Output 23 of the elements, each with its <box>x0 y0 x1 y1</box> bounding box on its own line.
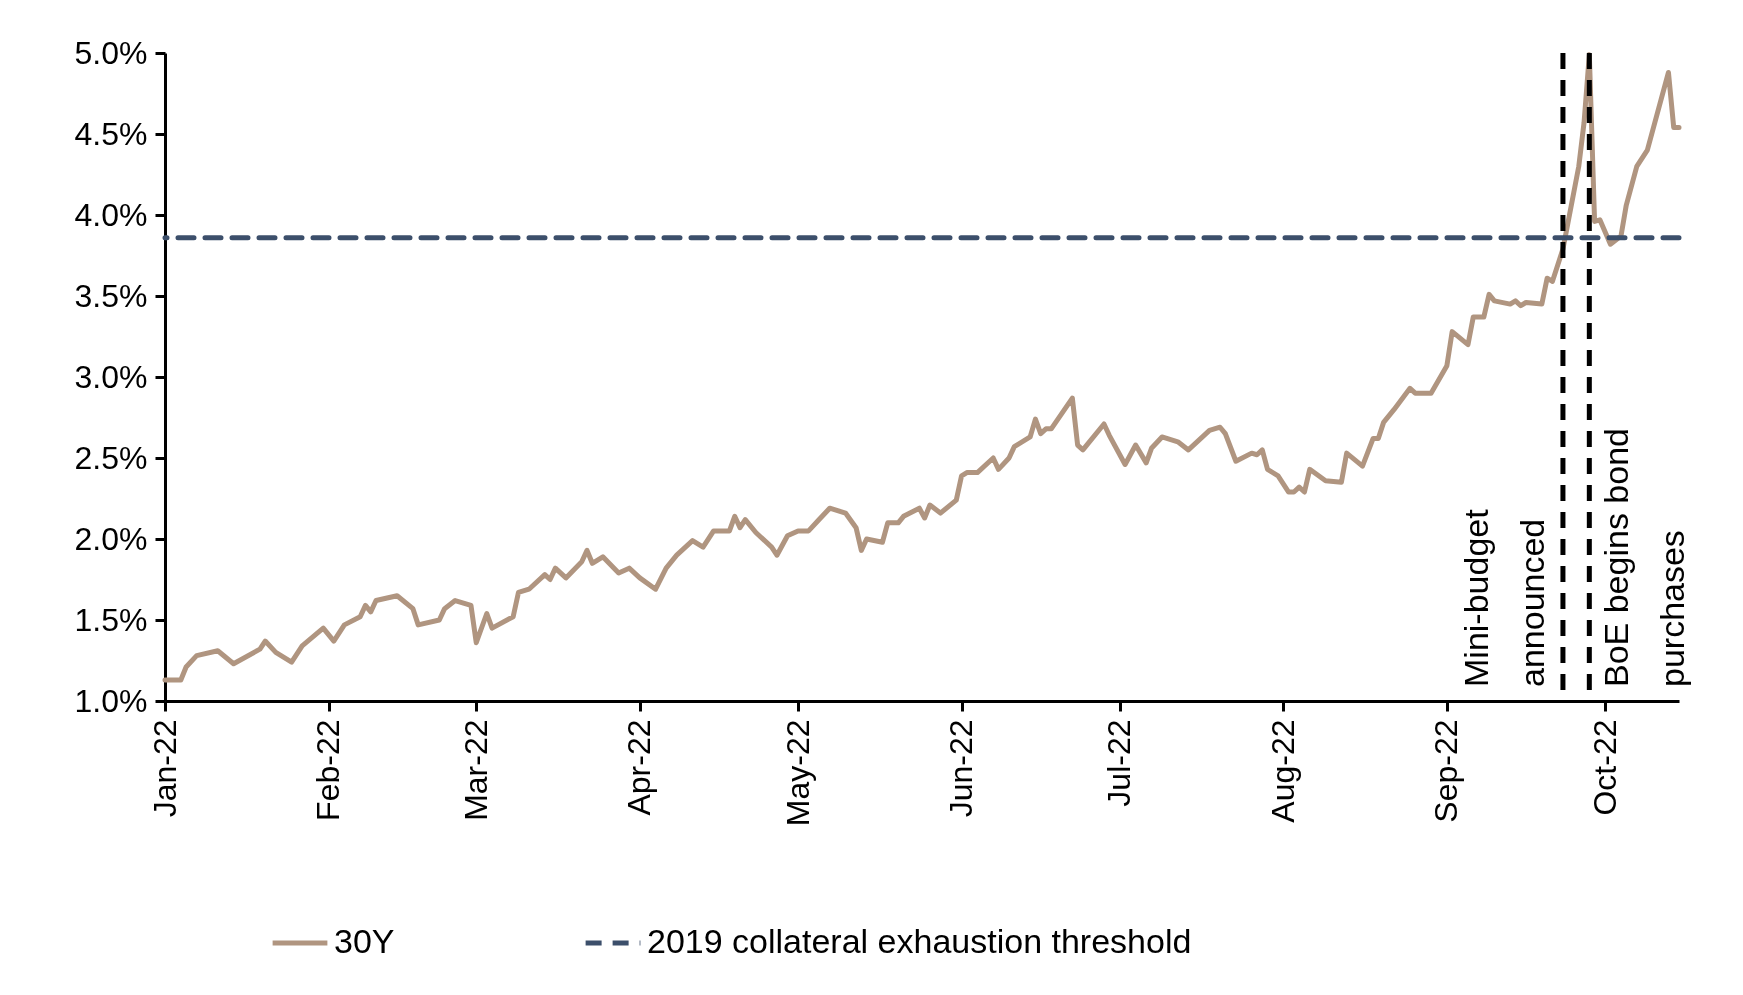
y-tick-label: 5.0% <box>74 34 148 71</box>
x-tick-label: Jan-22 <box>146 719 183 818</box>
y-tick-label: 1.0% <box>74 682 148 719</box>
ref-line-label: Mini-budget announced <box>1456 508 1551 687</box>
y-tick-label: 1.5% <box>74 601 148 638</box>
y-tick-label: 3.5% <box>74 277 148 314</box>
x-tick-label: Feb-22 <box>310 719 347 821</box>
x-tick-label: May-22 <box>779 719 816 827</box>
ref-line-label: BoE begins bond purchases <box>1597 428 1692 687</box>
x-tick-label: Apr-22 <box>621 719 658 816</box>
y-tick-label: 2.0% <box>74 520 148 557</box>
legend-label: 30Y <box>334 922 395 960</box>
x-tick-label: Sep-22 <box>1428 719 1465 823</box>
x-tick-label: Jul-22 <box>1101 719 1138 807</box>
x-tick-label: Mar-22 <box>457 719 494 821</box>
x-tick-label: Jun-22 <box>943 719 980 818</box>
y-tick-label: 2.5% <box>74 439 148 476</box>
y-tick-label: 3.0% <box>74 358 148 395</box>
y-tick-label: 4.5% <box>74 115 148 152</box>
x-tick-label: Aug-22 <box>1264 719 1301 823</box>
y-tick-label: 4.0% <box>74 196 148 233</box>
x-tick-label: Oct-22 <box>1586 719 1623 816</box>
legend-label: 2019 collateral exhaustion threshold <box>647 922 1192 960</box>
